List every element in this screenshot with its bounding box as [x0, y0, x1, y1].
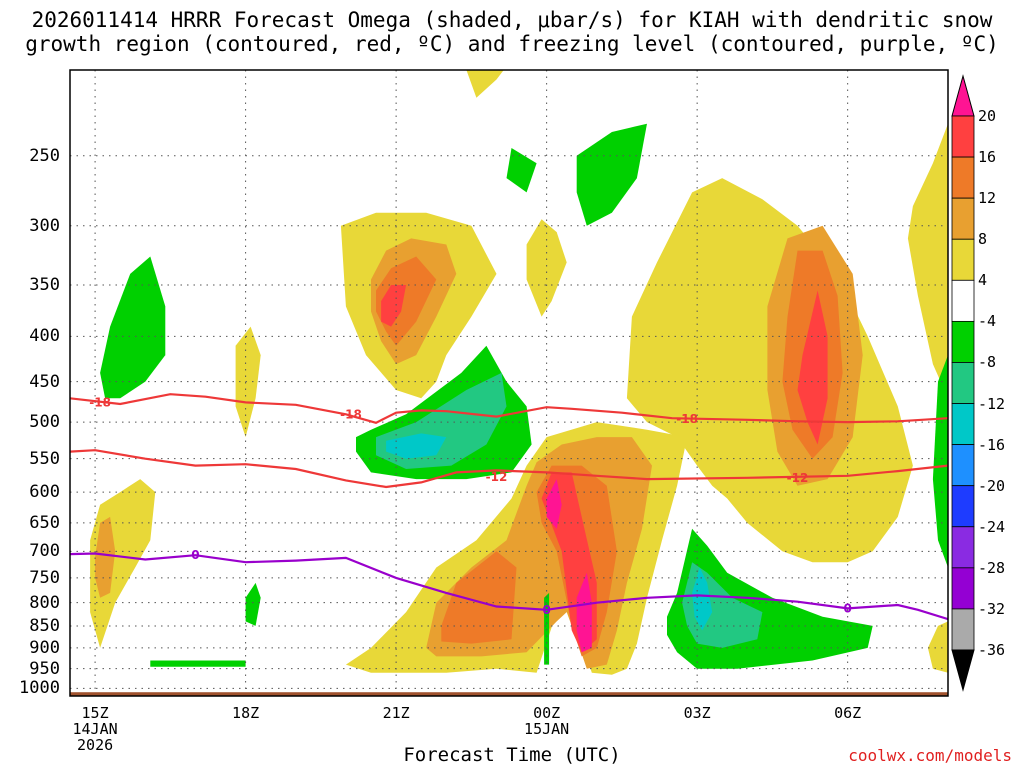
omega-region-right-edge-green — [932, 355, 948, 568]
colorbar-label-8: 8 — [978, 230, 988, 249]
chart-title-line-2: growth region (contoured, red, ºC) and f… — [25, 32, 999, 56]
colorbar-label-16: 16 — [978, 148, 997, 167]
colorbar-bin-11 — [951, 526, 975, 569]
colorbar-bin-6 — [951, 320, 975, 363]
omega-region-central-dkorange — [441, 551, 517, 644]
colorbar-bin-10 — [951, 485, 975, 528]
omega-region-cyan-03z — [692, 567, 713, 631]
omega-region-small-yellow-2330 — [526, 219, 567, 317]
x-axis-label: Forecast Time (UTC) — [403, 744, 621, 766]
site-credit: coolwx.com/models — [848, 746, 1012, 765]
plot-frame — [69, 69, 949, 697]
colorbar-label--36: -36 — [978, 641, 1006, 659]
omega-region-green-bar-1630 — [150, 660, 246, 667]
x-tick-00Z: 00Z 15JAN — [524, 704, 570, 738]
y-tick-1000: 1000 — [19, 678, 60, 699]
colorbar-bin-2 — [951, 156, 975, 199]
contour--18 — [70, 393, 948, 424]
colorbar-label--16: -16 — [978, 435, 1006, 454]
colorbar-label--8: -8 — [978, 353, 997, 372]
y-tick-700: 700 — [29, 541, 60, 562]
omega-region-small-green-1830 — [245, 582, 261, 626]
omega-region-right-red — [797, 290, 828, 445]
omega-shaded-regions — [90, 70, 948, 675]
chart-title-line-1: 2026011414 HRRR Forecast Omega (shaded, … — [31, 8, 993, 32]
colorbar-bin-4 — [951, 238, 975, 281]
colorbar-bin-5 — [951, 279, 975, 322]
omega-region-cyan-2130 — [386, 433, 447, 459]
omega-region-upper-mid-red — [381, 285, 407, 327]
x-tick-06Z: 06Z — [834, 704, 862, 722]
y-tick-350: 350 — [29, 275, 60, 296]
omega-region-left-green — [100, 256, 166, 399]
colorbar-label-20: 20 — [978, 107, 997, 125]
omega-region-right-edge-yellow-low — [927, 621, 948, 673]
y-tick-500: 500 — [29, 412, 60, 433]
colorbar-bin-8 — [951, 403, 975, 446]
contour-label-0-2: 0 — [843, 601, 851, 615]
omega-region-far-right-yellow — [907, 123, 948, 399]
y-tick-550: 550 — [29, 448, 60, 469]
omega-region-upper-left-yellow — [466, 70, 504, 98]
colorbar-label--12: -12 — [978, 394, 1006, 413]
colorbar-label--28: -28 — [978, 558, 1006, 577]
omega-region-green-top-small — [506, 148, 537, 193]
y-tick-400: 400 — [29, 326, 60, 347]
x-tick-15Z: 15Z 14JAN 2026 — [72, 704, 118, 754]
colorbar-bin-3 — [951, 197, 975, 240]
colorbar-label--4: -4 — [978, 312, 997, 331]
y-tick-750: 750 — [29, 567, 60, 588]
contour-lines: -18 -18 -18 -12 -12 0 0 0 — [70, 393, 948, 621]
colorbar-label-4: 4 — [978, 271, 988, 290]
contour-label-0-0: 0 — [191, 548, 199, 562]
omega-region-small-yellow-18z — [235, 326, 261, 438]
contour-label--18-1: -18 — [340, 407, 362, 421]
omega-region-central-pink-upper — [546, 479, 562, 529]
x-tick-03Z: 03Z — [683, 704, 711, 722]
contour-label--18-2: -18 — [676, 412, 698, 426]
y-tick-300: 300 — [29, 215, 60, 236]
colorbar-bin-7 — [951, 362, 975, 404]
gridlines — [70, 70, 948, 696]
x-tick-18Z: 18Z — [232, 704, 260, 722]
omega-region-central-pink-lower — [576, 572, 592, 653]
colorbar-bin-9 — [951, 444, 975, 487]
ground-fill — [70, 692, 948, 696]
contour-0 — [70, 552, 948, 621]
colorbar — [951, 74, 975, 692]
y-tick-900: 900 — [29, 637, 60, 658]
contour-label--12-0: -12 — [486, 470, 508, 484]
colorbar-bin-12 — [951, 567, 975, 610]
colorbar-label--32: -32 — [978, 599, 1006, 618]
y-tick-650: 650 — [29, 512, 60, 533]
omega-region-green-0030-thin — [544, 592, 550, 665]
colorbar-label--24: -24 — [978, 517, 1006, 536]
colorbar-label--20: -20 — [978, 476, 1006, 495]
ground-strip — [70, 692, 948, 696]
contour-label-0-1: 0 — [542, 603, 550, 617]
x-tick-21Z: 21Z — [382, 704, 410, 722]
colorbar-label-12: 12 — [978, 189, 997, 208]
contour-label--12-1: -12 — [787, 471, 809, 485]
contour-label--18-0: -18 — [89, 395, 111, 409]
colorbar-bin-1 — [951, 115, 975, 158]
omega-region-green-top-0030 — [576, 123, 647, 226]
y-tick-850: 850 — [29, 615, 60, 636]
contour--12 — [70, 449, 948, 489]
y-tick-250: 250 — [29, 145, 60, 166]
y-tick-600: 600 — [29, 482, 60, 503]
colorbar-bin-13 — [951, 608, 975, 651]
y-tick-800: 800 — [29, 592, 60, 613]
y-tick-450: 450 — [29, 371, 60, 392]
y-tick-950: 950 — [29, 658, 60, 679]
colorbar-top-arrow — [951, 74, 975, 117]
colorbar-bottom-arrow — [951, 649, 975, 692]
